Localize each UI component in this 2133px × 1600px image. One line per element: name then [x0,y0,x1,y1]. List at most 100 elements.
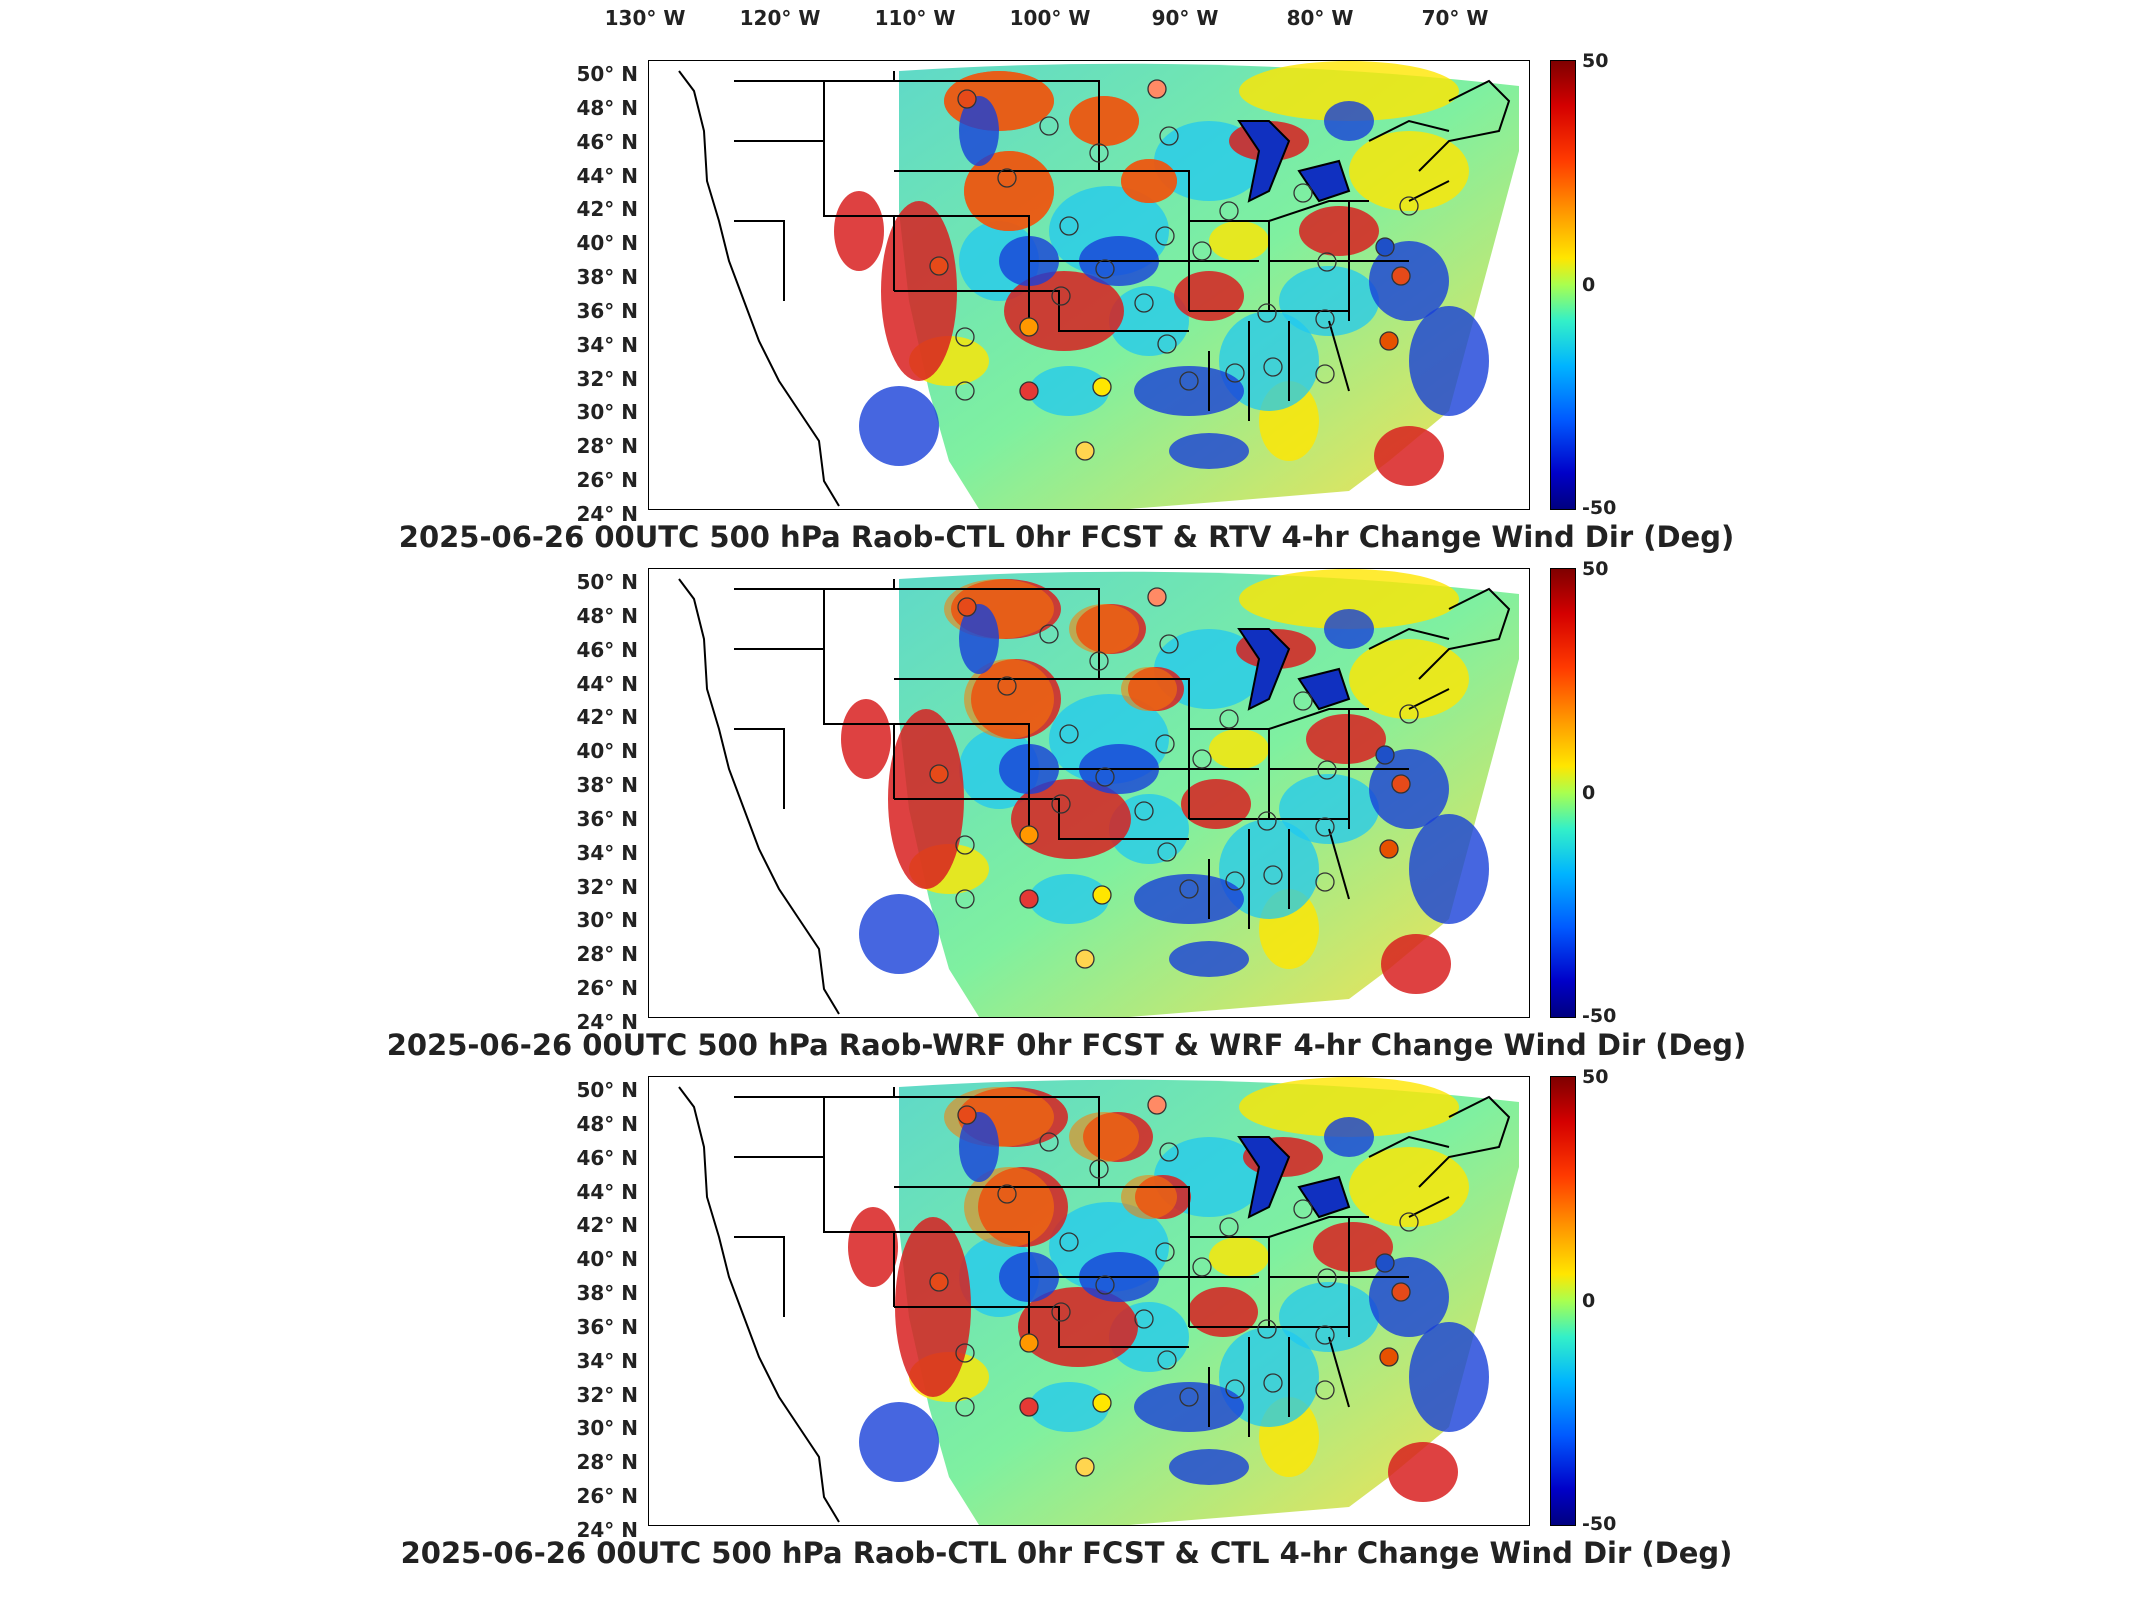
raob-station-marker [1225,363,1245,383]
raob-station-marker [1315,309,1335,329]
raob-station-marker [929,256,949,276]
raob-station-marker [1317,252,1337,272]
raob-station-marker [1192,1257,1212,1277]
lat-label: 48° N [576,603,638,628]
lat-label: 28° N [576,434,638,459]
raob-station-marker [1157,334,1177,354]
raob-station-marker [1399,704,1419,724]
raob-station-marker [1134,293,1154,313]
raob-station-marker [1095,259,1115,279]
raob-station-marker [1095,1275,1115,1295]
raob-station-marker [1263,357,1283,377]
raob-station-marker [1095,767,1115,787]
raob-station-marker [1391,774,1411,794]
lat-label: 42° N [576,705,638,730]
raob-station-marker [1051,286,1071,306]
lat-label: 36° N [576,806,638,831]
raob-station-marker [1317,1268,1337,1288]
raob-station-marker [1179,879,1199,899]
lat-label: 38° N [576,773,638,798]
lat-label: 50° N [576,570,638,594]
raob-station-marker [1315,872,1335,892]
panel-title: 2025-06-26 00UTC 500 hPa Raob-WRF 0hr FC… [386,1028,1747,1062]
lat-label: 46° N [576,129,638,154]
raob-station-marker [1092,1393,1112,1413]
lat-label: 26° N [576,976,638,1001]
raob-station-marker [1134,801,1154,821]
colorbar [1550,568,1576,1018]
raob-station-marker [955,835,975,855]
raob-station-marker [1059,724,1079,744]
lat-label: 24° N [576,1518,638,1542]
raob-station-marker [997,168,1017,188]
lat-label: 24° N [576,1010,638,1034]
raob-station-marker [1192,749,1212,769]
raob-station-marker [1089,651,1109,671]
lat-label: 28° N [576,1450,638,1475]
lat-label: 48° N [576,1111,638,1136]
lat-label: 42° N [576,197,638,222]
raob-station-marker [957,1105,977,1125]
lat-label: 36° N [576,1314,638,1339]
lat-label: 44° N [576,1179,638,1204]
lat-label: 44° N [576,163,638,188]
raob-station-marker [1317,760,1337,780]
map-frame [648,1076,1530,1526]
raob-station-marker [1019,1397,1039,1417]
lat-label: 26° N [576,468,638,493]
raob-station-marker [1257,303,1277,323]
raob-station-marker [1257,811,1277,831]
raob-station-marker [1059,216,1079,236]
lat-label: 38° N [576,265,638,290]
raob-station-marker [1379,839,1399,859]
wind-dir-field [678,1077,1519,1525]
lon-label: 110° W [874,6,956,30]
raob-station-marker [929,1272,949,1292]
raob-station-marker [1263,1373,1283,1393]
raob-station-marker [997,1184,1017,1204]
colorbar-max-label: 50 [1582,50,1609,72]
lat-label: 34° N [576,332,638,357]
raob-station-marker [1157,1350,1177,1370]
raob-station-marker [1379,331,1399,351]
raob-station-marker [1019,381,1039,401]
lon-label: 130° W [604,6,686,30]
colorbar-min-label: -50 [1582,497,1617,519]
raob-station-marker [1293,1199,1313,1219]
raob-station-marker [1293,183,1313,203]
raob-station-marker [1399,196,1419,216]
raob-station-marker [1263,865,1283,885]
raob-station-marker [1092,885,1112,905]
raob-station-marker [1039,116,1059,136]
raob-station-marker [1075,949,1095,969]
lat-label: 24° N [576,502,638,526]
raob-station-marker [1219,201,1239,221]
raob-station-marker [955,889,975,909]
wind-dir-field [678,569,1519,1017]
raob-station-marker [1399,1212,1419,1232]
lat-label: 32° N [576,874,638,899]
raob-station-marker [1159,634,1179,654]
raob-station-marker [1019,889,1039,909]
raob-station-marker [1293,691,1313,711]
raob-station-marker [1315,1325,1335,1345]
lon-label: 70° W [1421,6,1489,30]
lat-label: 32° N [576,366,638,391]
raob-station-marker [1051,1302,1071,1322]
raob-station-marker [1059,1232,1079,1252]
raob-station-marker [1219,1217,1239,1237]
raob-station-marker [1089,1159,1109,1179]
raob-station-marker [1092,377,1112,397]
colorbar-min-label: -50 [1582,1513,1617,1535]
raob-station-marker [957,597,977,617]
raob-station-marker [955,1397,975,1417]
lat-label: 38° N [576,1281,638,1306]
lat-label: 40° N [576,739,638,764]
raob-station-marker [1019,317,1039,337]
lat-label: 46° N [576,1145,638,1170]
raob-station-marker [1315,1380,1335,1400]
colorbar-max-label: 50 [1582,558,1609,580]
lat-label: 32° N [576,1382,638,1407]
raob-station-marker [1089,143,1109,163]
raob-station-marker [955,1343,975,1363]
